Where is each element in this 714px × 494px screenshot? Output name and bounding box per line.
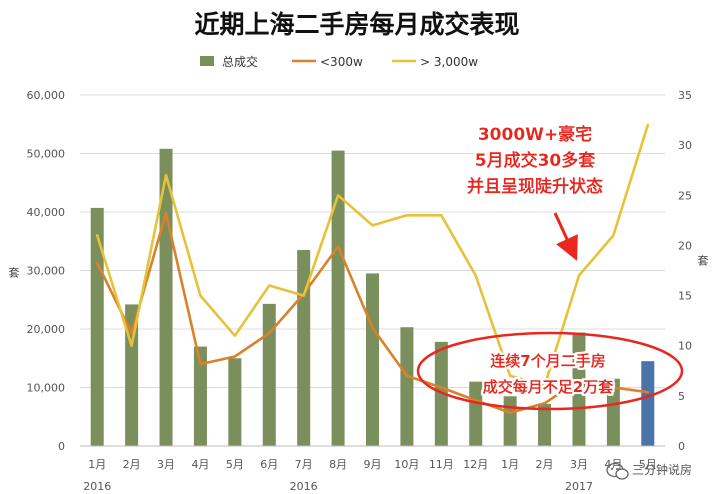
x-tick-label: 6月 [260,458,278,471]
left-tick-label: 30,000 [27,265,66,278]
legend-label: > 3,000w [420,55,478,69]
bar-total [538,403,552,446]
annotation-below-line-1: 连续7个月二手房 [490,352,605,370]
year-label: 2016 [290,480,318,493]
chart-title: 近期上海二手房每月成交表现 [194,10,519,39]
annotation-luxury: 3000W+豪宅 5月成交30多套 并且呈现陡升状态 [467,124,603,261]
series-line-1 [95,211,650,415]
wechat-icon [606,462,629,480]
series-line-2 [95,123,650,388]
bars-group [90,148,655,446]
bar-total [90,207,104,446]
right-tick-label: 35 [678,89,692,102]
x-tick-label: 1月 [501,458,519,471]
x-tick-label: 12月 [463,458,488,471]
bar-total [572,332,586,446]
bar-total [228,358,242,446]
lines-group [95,123,650,415]
annotation-ellipse [416,331,684,411]
right-axis-label: 套 [698,255,709,268]
year-label: 2016 [83,480,111,493]
legend-swatch-bar [200,56,214,66]
annotation-luxury-line-1: 3000W+豪宅 [478,124,592,145]
x-tick-label: 3月 [157,458,175,471]
left-tick-label: 0 [58,440,65,453]
right-tick-label: 25 [678,189,692,202]
right-tick-label: 5 [678,390,685,403]
bar-total [469,381,483,446]
left-axis-label: 套 [9,267,20,280]
x-tick-label: 11月 [429,458,454,471]
legend-label: 总成交 [222,54,258,69]
x-tick-label: 9月 [364,458,382,471]
x-tick-label: 8月 [329,458,347,471]
watermark-text: 三分钟说房 [632,462,692,477]
left-tick-label: 10,000 [27,382,66,395]
annotation-luxury-line-2: 5月成交30多套 [475,150,596,171]
bar-total [262,303,276,446]
right-tick-label: 20 [678,239,692,252]
x-tick-label: 1月 [88,458,106,471]
x-tick-label: 4月 [604,458,622,471]
bar-total [503,396,517,446]
right-tick-label: 15 [678,290,692,303]
left-tick-label: 40,000 [27,206,66,219]
bar-total [125,304,139,446]
bar-total [400,327,414,446]
right-tick-label: 0 [678,440,685,453]
annotation-luxury-line-3: 并且呈现陡升状态 [467,176,603,197]
legend-label: <300w [320,55,363,69]
left-tick-label: 60,000 [27,89,66,102]
bar-total [641,361,655,446]
x-tick-label: 7月 [295,458,313,471]
x-tick-label: 2月 [536,458,554,471]
x-tick-label: 10月 [394,458,419,471]
annotation-below-20k: 连续7个月二手房 成交每月不足2万套 [416,331,684,411]
x-tick-label: 4月 [191,458,209,471]
annotation-arrow [553,212,578,261]
legend: 总成交 <300w > 3,000w [200,54,478,69]
x-tick-label: 2月 [123,458,141,471]
year-label: 2017 [565,480,593,493]
bar-total [606,378,620,446]
axes: 0 10,000 20,000 30,000 40,000 50,000 60,000 0 5 1… [9,89,709,493]
x-tick-label: 5月 [226,458,244,471]
left-tick-label: 20,000 [27,323,66,336]
bar-total [366,273,379,446]
watermark: 三分钟说房 [606,462,692,480]
bar-total [193,346,207,446]
left-tick-label: 50,000 [27,148,66,161]
right-tick-label: 30 [678,139,692,152]
bar-total [331,150,345,446]
annotation-below-line-2: 成交每月不足2万套 [483,378,614,396]
x-tick-label: 3月 [570,458,588,471]
x-tick-label: 5月 [639,458,657,471]
right-tick-label: 10 [678,340,692,353]
